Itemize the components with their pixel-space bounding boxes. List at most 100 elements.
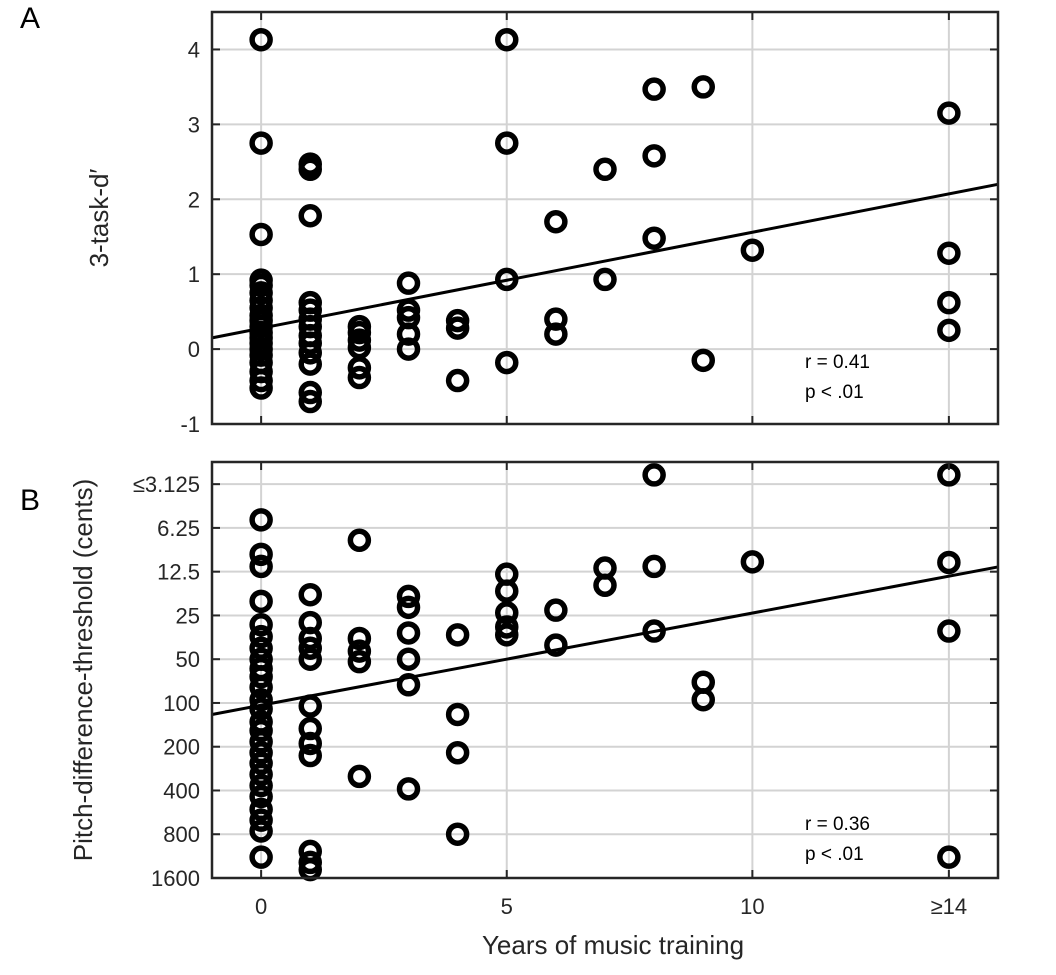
panel-b-data-point (396, 647, 421, 671)
panel-b-data-point (396, 595, 421, 620)
panel-a-data-point (396, 337, 421, 361)
panel-b-data-point (298, 582, 322, 607)
panel-a-axes-frame (210, 10, 1000, 426)
panel-a-data-point (396, 271, 421, 295)
panel-b-stat-annotation: p < .01 (805, 844, 864, 865)
panel-b-stat-annotation: r = 0.36 (805, 814, 870, 835)
panel-a-data-point (445, 316, 470, 340)
panel-b-data-point (249, 762, 273, 787)
panel-a-data-point (396, 322, 421, 346)
panel-a-data-point (937, 101, 961, 125)
panel-a-data-point (691, 348, 715, 373)
panel-a-data-point (347, 365, 372, 390)
panel-a-data-point (544, 209, 568, 234)
panel-a-data-point (495, 267, 519, 292)
panel-b-data-point (298, 743, 322, 768)
panel-b-data-point (396, 673, 421, 697)
panel-a-data-point (298, 157, 322, 182)
panel-a-data-point (740, 238, 765, 262)
panel-b-data-point (495, 579, 519, 603)
panel-b-data-point (445, 702, 470, 727)
panel-b-data-point (249, 697, 273, 721)
panel-b-data-point (249, 808, 273, 832)
panel-b-data-point (249, 773, 273, 798)
panel-a-ytick-label: 3 (188, 112, 200, 137)
panel-b-data-point (642, 554, 666, 579)
panel-b-data-point (445, 740, 470, 765)
panel-a-data-point (495, 27, 519, 52)
panel-b-ytick-label: 1600 (151, 866, 200, 891)
panel-a-data-point (249, 27, 273, 52)
panel-a-data-point (298, 380, 322, 405)
panel-b-ytick-label: 400 (163, 778, 200, 803)
panel-a-data-point (937, 318, 961, 343)
panel-a-data-point (544, 307, 568, 331)
panel-a-label: A (20, 2, 40, 35)
panel-b-ytick-label: 6.25 (157, 516, 200, 541)
panel-b-xtick-label: 10 (740, 894, 764, 919)
panel-a-data-point (593, 267, 617, 292)
panel-b-xtick-label: 5 (501, 894, 513, 919)
panel-b-data-point (298, 636, 322, 660)
panel-b-data-point (642, 463, 666, 487)
panel-b-data-point (347, 528, 372, 553)
panel-b-data-point (937, 550, 961, 575)
panel-b-data-point (249, 784, 273, 809)
panel-b-data-point (249, 797, 273, 822)
panel-b-data-point (347, 649, 372, 674)
panel-b-data-point (593, 573, 617, 598)
panel-a-ytick-label: 4 (188, 37, 200, 62)
panel-a-ytick-label: 0 (188, 337, 200, 362)
panel-a-ytick-label: 1 (188, 262, 200, 287)
panel-a-data-point (298, 352, 322, 376)
panel-a-stat-annotation: r = 0.41 (805, 352, 870, 373)
panel-a-ytick-label: -1 (180, 412, 200, 437)
panel-a-data-point (347, 356, 372, 380)
panel-b-xlabel: Years of music training (482, 930, 744, 960)
panel-a-data-point (298, 389, 322, 414)
panel-b-data-point (544, 633, 568, 657)
panel-b-data-point (937, 619, 961, 643)
panel-a-ylabel: 3-task-d′ (84, 168, 114, 267)
panel-b-data-point (495, 601, 519, 625)
panel-b-data-point (249, 508, 273, 532)
panel-b-data-point (249, 664, 273, 689)
panel-b-data-point (445, 623, 470, 647)
panel-b-ytick-label: 100 (163, 691, 200, 716)
panel-a-data-point (495, 350, 519, 375)
panel-a-data-point (937, 290, 961, 315)
panel-b-data-point (495, 615, 519, 639)
panel-b-data-point (691, 687, 715, 712)
panel-b-axes-frame (210, 460, 1000, 880)
panel-b-data-point (347, 626, 372, 651)
panel-a-data-point (544, 322, 568, 346)
panel-b-ytick-label: 800 (163, 822, 200, 847)
panel-b-data-point (249, 819, 273, 843)
panel-b-data-point (937, 845, 961, 869)
panel-b-ytick-label: 25 (176, 603, 200, 628)
panel-a-data-point (937, 241, 961, 265)
panel-b-data-point (396, 777, 421, 801)
panel-b-data-point (298, 694, 322, 718)
panel-b-data-point (249, 542, 273, 567)
panel-b-data-point (249, 730, 273, 754)
panel-a-data-point (249, 376, 273, 400)
panel-b-ytick-label: ≤3.125 (133, 472, 200, 497)
panel-a-ytick-label: 2 (188, 187, 200, 212)
panel-b-data-point (249, 589, 273, 614)
panel-b-data-point (249, 687, 273, 712)
panel-b-ytick-label: 12.5 (157, 560, 200, 585)
panel-b-data-point (495, 623, 519, 647)
panel-a-data-point (691, 75, 715, 99)
panel-a-data-point (298, 204, 322, 228)
panel-b-ytick-label: 200 (163, 735, 200, 760)
panel-b-data-point (298, 731, 322, 756)
panel-a-regression-line (211, 182, 999, 340)
panel-a-data-point (298, 341, 322, 365)
panel-a-data-point (642, 226, 666, 250)
panel-a-data-point (593, 157, 617, 182)
panel-b-data-point (249, 718, 273, 743)
panel-b-data-point (298, 647, 322, 671)
panel-b-xtick-label: 0 (255, 894, 267, 919)
